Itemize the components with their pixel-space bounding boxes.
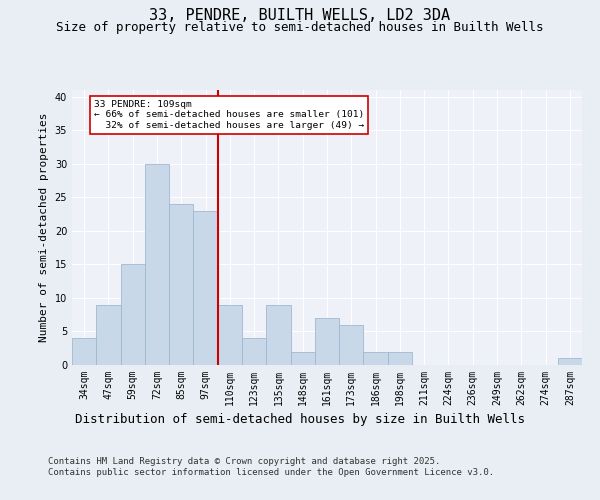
Text: Size of property relative to semi-detached houses in Builth Wells: Size of property relative to semi-detach…	[56, 21, 544, 34]
Y-axis label: Number of semi-detached properties: Number of semi-detached properties	[39, 113, 49, 342]
Bar	[558, 358, 582, 365]
Bar	[145, 164, 169, 365]
Bar	[169, 204, 193, 365]
Bar	[388, 352, 412, 365]
Bar	[266, 304, 290, 365]
Bar	[121, 264, 145, 365]
Bar	[290, 352, 315, 365]
Text: Contains HM Land Registry data © Crown copyright and database right 2025.
Contai: Contains HM Land Registry data © Crown c…	[48, 458, 494, 477]
Bar	[72, 338, 96, 365]
Text: 33 PENDRE: 109sqm
← 66% of semi-detached houses are smaller (101)
  32% of semi-: 33 PENDRE: 109sqm ← 66% of semi-detached…	[94, 100, 364, 130]
Bar	[315, 318, 339, 365]
Bar	[193, 210, 218, 365]
Bar	[96, 304, 121, 365]
Text: 33, PENDRE, BUILTH WELLS, LD2 3DA: 33, PENDRE, BUILTH WELLS, LD2 3DA	[149, 8, 451, 22]
Bar	[242, 338, 266, 365]
Text: Distribution of semi-detached houses by size in Builth Wells: Distribution of semi-detached houses by …	[75, 412, 525, 426]
Bar	[339, 325, 364, 365]
Bar	[218, 304, 242, 365]
Bar	[364, 352, 388, 365]
